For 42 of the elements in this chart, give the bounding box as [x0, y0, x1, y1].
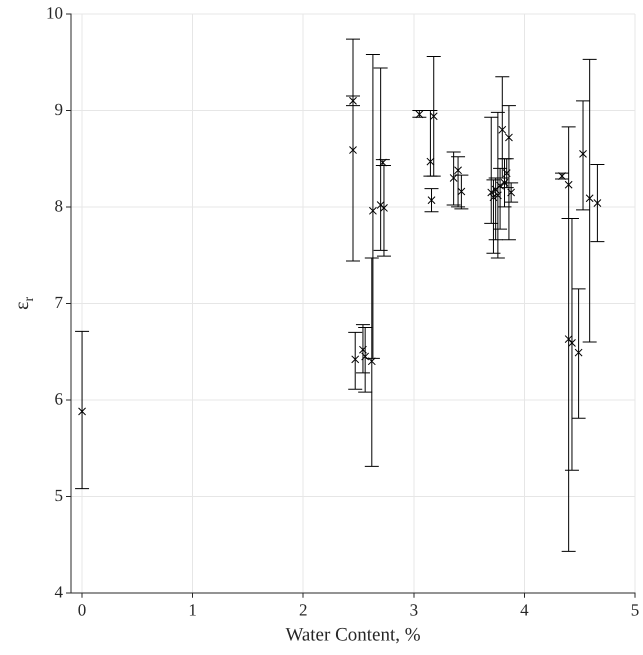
y-tick-label: 5 — [54, 486, 63, 505]
point — [427, 196, 436, 204]
y-tick-label: 6 — [54, 389, 63, 408]
point — [498, 126, 506, 134]
point — [430, 112, 438, 120]
point — [578, 150, 588, 158]
y-tick-label: 7 — [54, 292, 64, 312]
point — [348, 146, 358, 154]
x-tick-label: 1 — [188, 600, 197, 620]
x-tick-label: 4 — [520, 600, 530, 620]
point — [368, 206, 377, 215]
point — [378, 158, 387, 167]
point — [78, 407, 86, 416]
x-axis-title: Water Content, % — [285, 624, 421, 646]
x-tick-label: 5 — [630, 600, 640, 620]
point — [504, 133, 513, 142]
point — [586, 194, 594, 202]
point — [496, 182, 504, 190]
point — [564, 335, 573, 344]
point — [380, 204, 388, 212]
point — [415, 110, 424, 118]
point — [368, 357, 376, 366]
point — [487, 188, 496, 196]
point — [558, 172, 566, 180]
y-tick-label: 9 — [54, 100, 63, 119]
y-tick-label: 8 — [54, 196, 63, 216]
point — [593, 199, 602, 208]
point — [454, 166, 462, 174]
point — [574, 348, 583, 357]
point — [564, 180, 573, 189]
x-tick-label: 3 — [410, 600, 418, 620]
y-tick-label: 10 — [46, 3, 63, 22]
point — [457, 187, 466, 196]
point — [351, 355, 360, 364]
point — [450, 174, 458, 182]
y-tick-label: 4 — [54, 582, 64, 602]
point — [376, 200, 385, 210]
x-tick-label: 0 — [78, 600, 86, 620]
y-axis-title: εr — [11, 296, 37, 310]
point — [426, 158, 434, 166]
point — [568, 338, 576, 347]
x-tick-label: 2 — [298, 600, 308, 620]
